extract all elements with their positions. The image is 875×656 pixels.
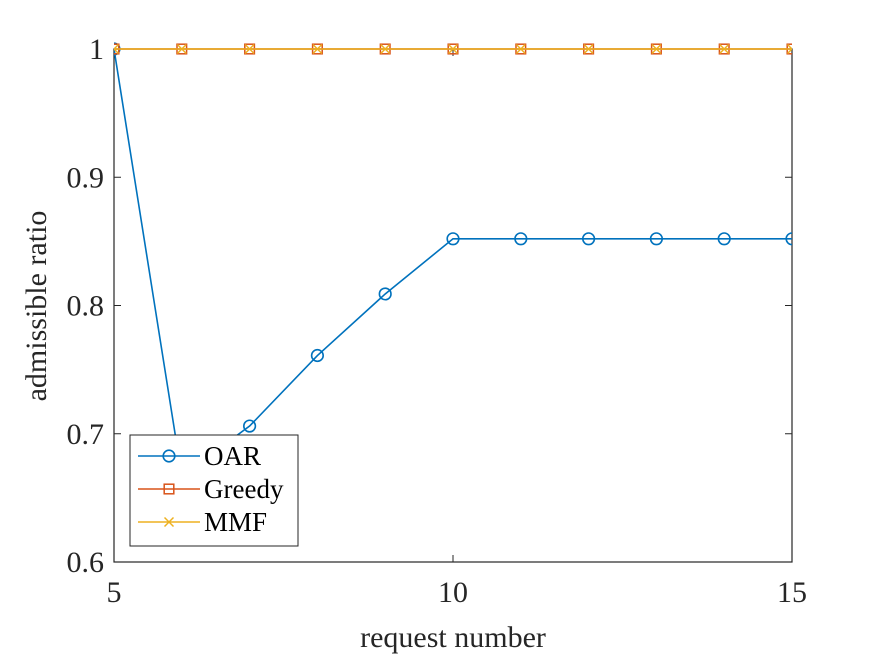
data-point bbox=[785, 232, 792, 246]
y-axis-label: admissible ratio bbox=[20, 211, 53, 402]
axis-tick-labels: 5 10 15 0.6 0.7 0.8 0.9 1 bbox=[67, 33, 808, 609]
y-tick-label: 0.7 bbox=[67, 418, 105, 451]
x-marker-stroke bbox=[515, 43, 526, 55]
x-marker-stroke bbox=[163, 516, 175, 528]
data-point bbox=[447, 43, 459, 55]
data-point bbox=[312, 43, 323, 55]
x-marker-stroke bbox=[380, 43, 391, 55]
data-point bbox=[380, 43, 391, 55]
data-point bbox=[719, 43, 730, 55]
legend-label: OAR bbox=[204, 441, 261, 471]
x-marker-stroke bbox=[583, 43, 594, 55]
legend-marker bbox=[163, 483, 175, 495]
legend-box bbox=[129, 434, 299, 547]
x-marker-stroke bbox=[786, 43, 792, 51]
data-point bbox=[446, 232, 460, 246]
series-mmf bbox=[114, 43, 792, 55]
data-point bbox=[581, 232, 596, 246]
data-point bbox=[176, 43, 187, 55]
x-tick-label: 5 bbox=[107, 576, 122, 609]
y-tick-label: 0.6 bbox=[67, 546, 105, 579]
legend-label: Greedy bbox=[204, 474, 284, 504]
data-point bbox=[243, 419, 257, 433]
data-point bbox=[515, 43, 526, 55]
data-point bbox=[114, 43, 120, 55]
legend-marker bbox=[163, 516, 175, 528]
x-marker-stroke bbox=[786, 47, 792, 55]
x-marker-stroke bbox=[244, 43, 255, 55]
data-point bbox=[786, 43, 792, 55]
x-tick-label: 15 bbox=[777, 576, 807, 609]
data-point bbox=[244, 43, 255, 55]
data-point bbox=[514, 232, 528, 246]
x-marker-stroke bbox=[447, 43, 459, 55]
legend-marker bbox=[162, 449, 176, 463]
data-point bbox=[583, 43, 594, 55]
x-marker-stroke bbox=[719, 43, 730, 55]
y-tick-label: 1 bbox=[89, 33, 104, 66]
x-marker-stroke bbox=[651, 43, 662, 55]
x-tick-label: 10 bbox=[438, 576, 468, 609]
y-tick-label: 0.9 bbox=[67, 161, 105, 194]
x-marker-stroke bbox=[114, 47, 120, 55]
x-marker-stroke bbox=[114, 43, 120, 51]
x-marker-stroke bbox=[176, 43, 187, 55]
data-point bbox=[717, 232, 731, 246]
x-axis-label: request number bbox=[360, 621, 546, 654]
data-point bbox=[649, 232, 664, 246]
x-marker-stroke bbox=[312, 43, 323, 55]
axis-ticks bbox=[113, 48, 793, 563]
data-point bbox=[378, 287, 392, 301]
y-tick-label: 0.8 bbox=[67, 290, 105, 323]
data-point bbox=[651, 43, 662, 55]
data-point bbox=[310, 348, 325, 363]
legend-label: MMF bbox=[204, 507, 267, 537]
